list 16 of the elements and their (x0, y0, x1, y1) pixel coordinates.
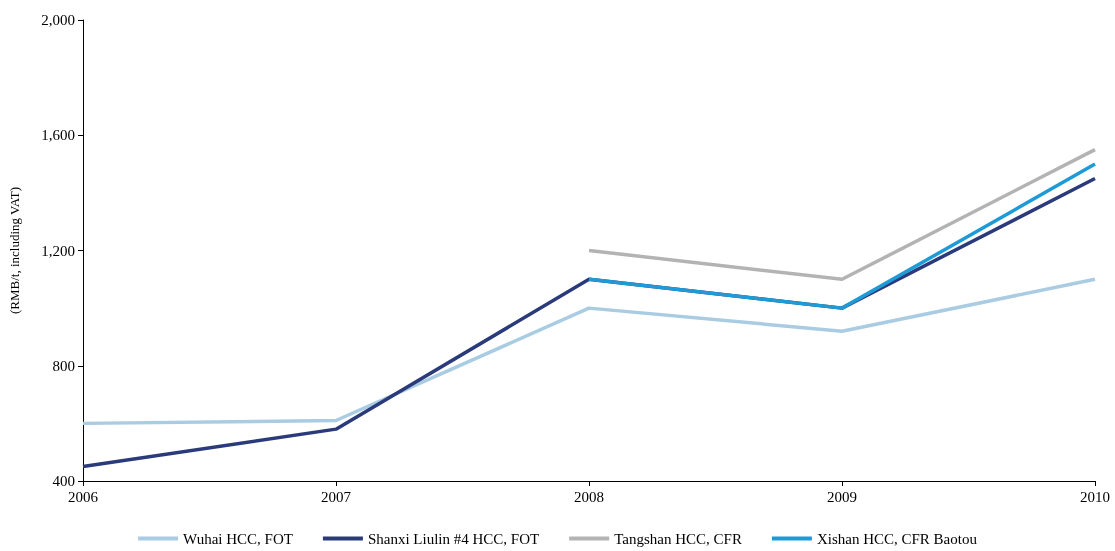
y-tick-label: 2,000 (41, 12, 75, 28)
legend-label: Xishan HCC, CFR Baotou (816, 530, 978, 547)
x-tick-label: 2010 (1080, 488, 1110, 505)
y-tick-label: 1,200 (41, 242, 75, 259)
y-tick-label: 400 (52, 473, 75, 489)
y-axis-title: (RMB/t, including VAT) (7, 186, 22, 315)
x-tick-label: 2008 (574, 488, 604, 505)
line-series (81, 277, 1097, 426)
x-tick-label: 2007 (321, 488, 352, 505)
y-tick-label: 1,600 (41, 127, 75, 144)
legend-label: Shanxi Liulin #4 HCC, FOT (367, 530, 540, 547)
legend-label: Tangshan HCC, CFR (614, 530, 742, 547)
x-tick-label: 2006 (68, 488, 99, 505)
y-tick-label: 800 (52, 357, 75, 374)
x-tick-label: 2009 (827, 488, 857, 505)
legend-label: Wuhai HCC, FOT (183, 530, 293, 547)
